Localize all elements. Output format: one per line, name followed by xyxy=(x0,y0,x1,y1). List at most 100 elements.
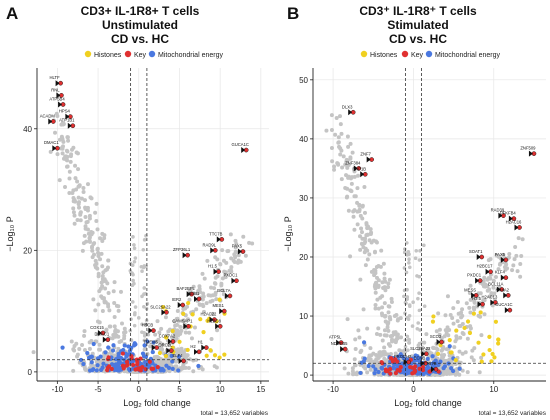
point xyxy=(65,154,70,159)
point xyxy=(112,314,117,319)
point xyxy=(512,257,517,262)
label-pointer xyxy=(500,274,505,281)
point-label: H2 xyxy=(190,344,196,349)
point-label: PAX5 xyxy=(232,244,243,249)
point-label: RAD39 xyxy=(491,208,505,213)
point xyxy=(338,122,343,127)
point xyxy=(116,346,121,351)
point-mito xyxy=(94,368,99,373)
point xyxy=(482,298,487,303)
point xyxy=(336,135,341,140)
point xyxy=(345,317,350,322)
point xyxy=(82,329,87,334)
point xyxy=(407,314,412,318)
point xyxy=(122,330,127,335)
point-label: HPS4 xyxy=(59,109,71,114)
point xyxy=(91,297,96,302)
point xyxy=(352,169,357,174)
point xyxy=(375,297,380,302)
point-histone xyxy=(161,304,166,310)
label-pointer xyxy=(151,344,156,351)
point xyxy=(157,330,162,335)
point-key xyxy=(155,364,160,370)
point xyxy=(210,311,215,316)
point xyxy=(101,270,106,275)
point-cloud xyxy=(324,113,525,378)
point xyxy=(460,330,465,335)
point xyxy=(213,290,218,295)
point xyxy=(417,258,422,262)
point xyxy=(372,250,377,255)
point xyxy=(172,332,177,337)
point xyxy=(353,337,358,342)
point xyxy=(142,286,147,290)
point xyxy=(386,281,391,286)
point-label: H2BC17 xyxy=(477,264,493,269)
point-mito xyxy=(451,368,456,374)
point xyxy=(158,341,163,346)
point-mito xyxy=(151,340,156,345)
point xyxy=(368,227,373,232)
point xyxy=(73,199,78,204)
point xyxy=(105,265,110,270)
point xyxy=(130,271,134,275)
plot-background xyxy=(313,68,546,381)
point xyxy=(367,252,372,257)
point xyxy=(435,347,440,352)
point xyxy=(406,337,411,342)
label-pointer xyxy=(178,357,183,364)
point xyxy=(183,330,188,335)
point-mito xyxy=(170,359,175,364)
point xyxy=(96,254,101,259)
point xyxy=(243,253,248,258)
point-mito xyxy=(442,364,448,369)
point xyxy=(60,146,65,151)
point xyxy=(133,311,137,315)
point xyxy=(513,245,518,250)
point xyxy=(402,294,406,299)
label-pointer xyxy=(503,292,508,299)
point xyxy=(122,326,127,331)
point-histone xyxy=(487,334,492,340)
point xyxy=(110,336,115,341)
point xyxy=(389,334,394,339)
label-pointer xyxy=(67,122,72,129)
point xyxy=(81,189,86,194)
x-axis-label: Log₂ fold change xyxy=(123,398,191,408)
point xyxy=(97,320,102,325)
point xyxy=(360,236,365,241)
point-label: ELF4 xyxy=(173,353,184,358)
point-histone xyxy=(465,319,471,324)
point xyxy=(380,305,385,310)
label-pointer xyxy=(471,292,476,299)
point xyxy=(520,237,525,242)
point-label: PXDC1 xyxy=(223,273,238,278)
point xyxy=(116,308,121,313)
point xyxy=(346,175,351,180)
point xyxy=(405,334,410,339)
point xyxy=(383,288,388,293)
legend-swatch-histones xyxy=(360,50,368,58)
point xyxy=(351,214,356,219)
point xyxy=(493,274,498,279)
label-pointer xyxy=(496,286,501,293)
point xyxy=(460,351,465,356)
point xyxy=(178,324,183,329)
point xyxy=(224,260,229,265)
point xyxy=(362,210,367,215)
point xyxy=(359,226,364,231)
x-tick-label: 5 xyxy=(177,385,182,394)
point-mito xyxy=(60,345,65,350)
point xyxy=(131,235,135,239)
point xyxy=(92,241,97,246)
x-tick-label: -10 xyxy=(327,385,339,394)
point xyxy=(72,213,77,218)
point-label: SLC25A22 xyxy=(150,304,171,309)
point xyxy=(175,308,180,313)
point xyxy=(374,332,379,337)
title-line-2: Unstimulated xyxy=(102,18,178,32)
point xyxy=(488,257,493,262)
point xyxy=(464,301,469,306)
point xyxy=(143,322,148,327)
